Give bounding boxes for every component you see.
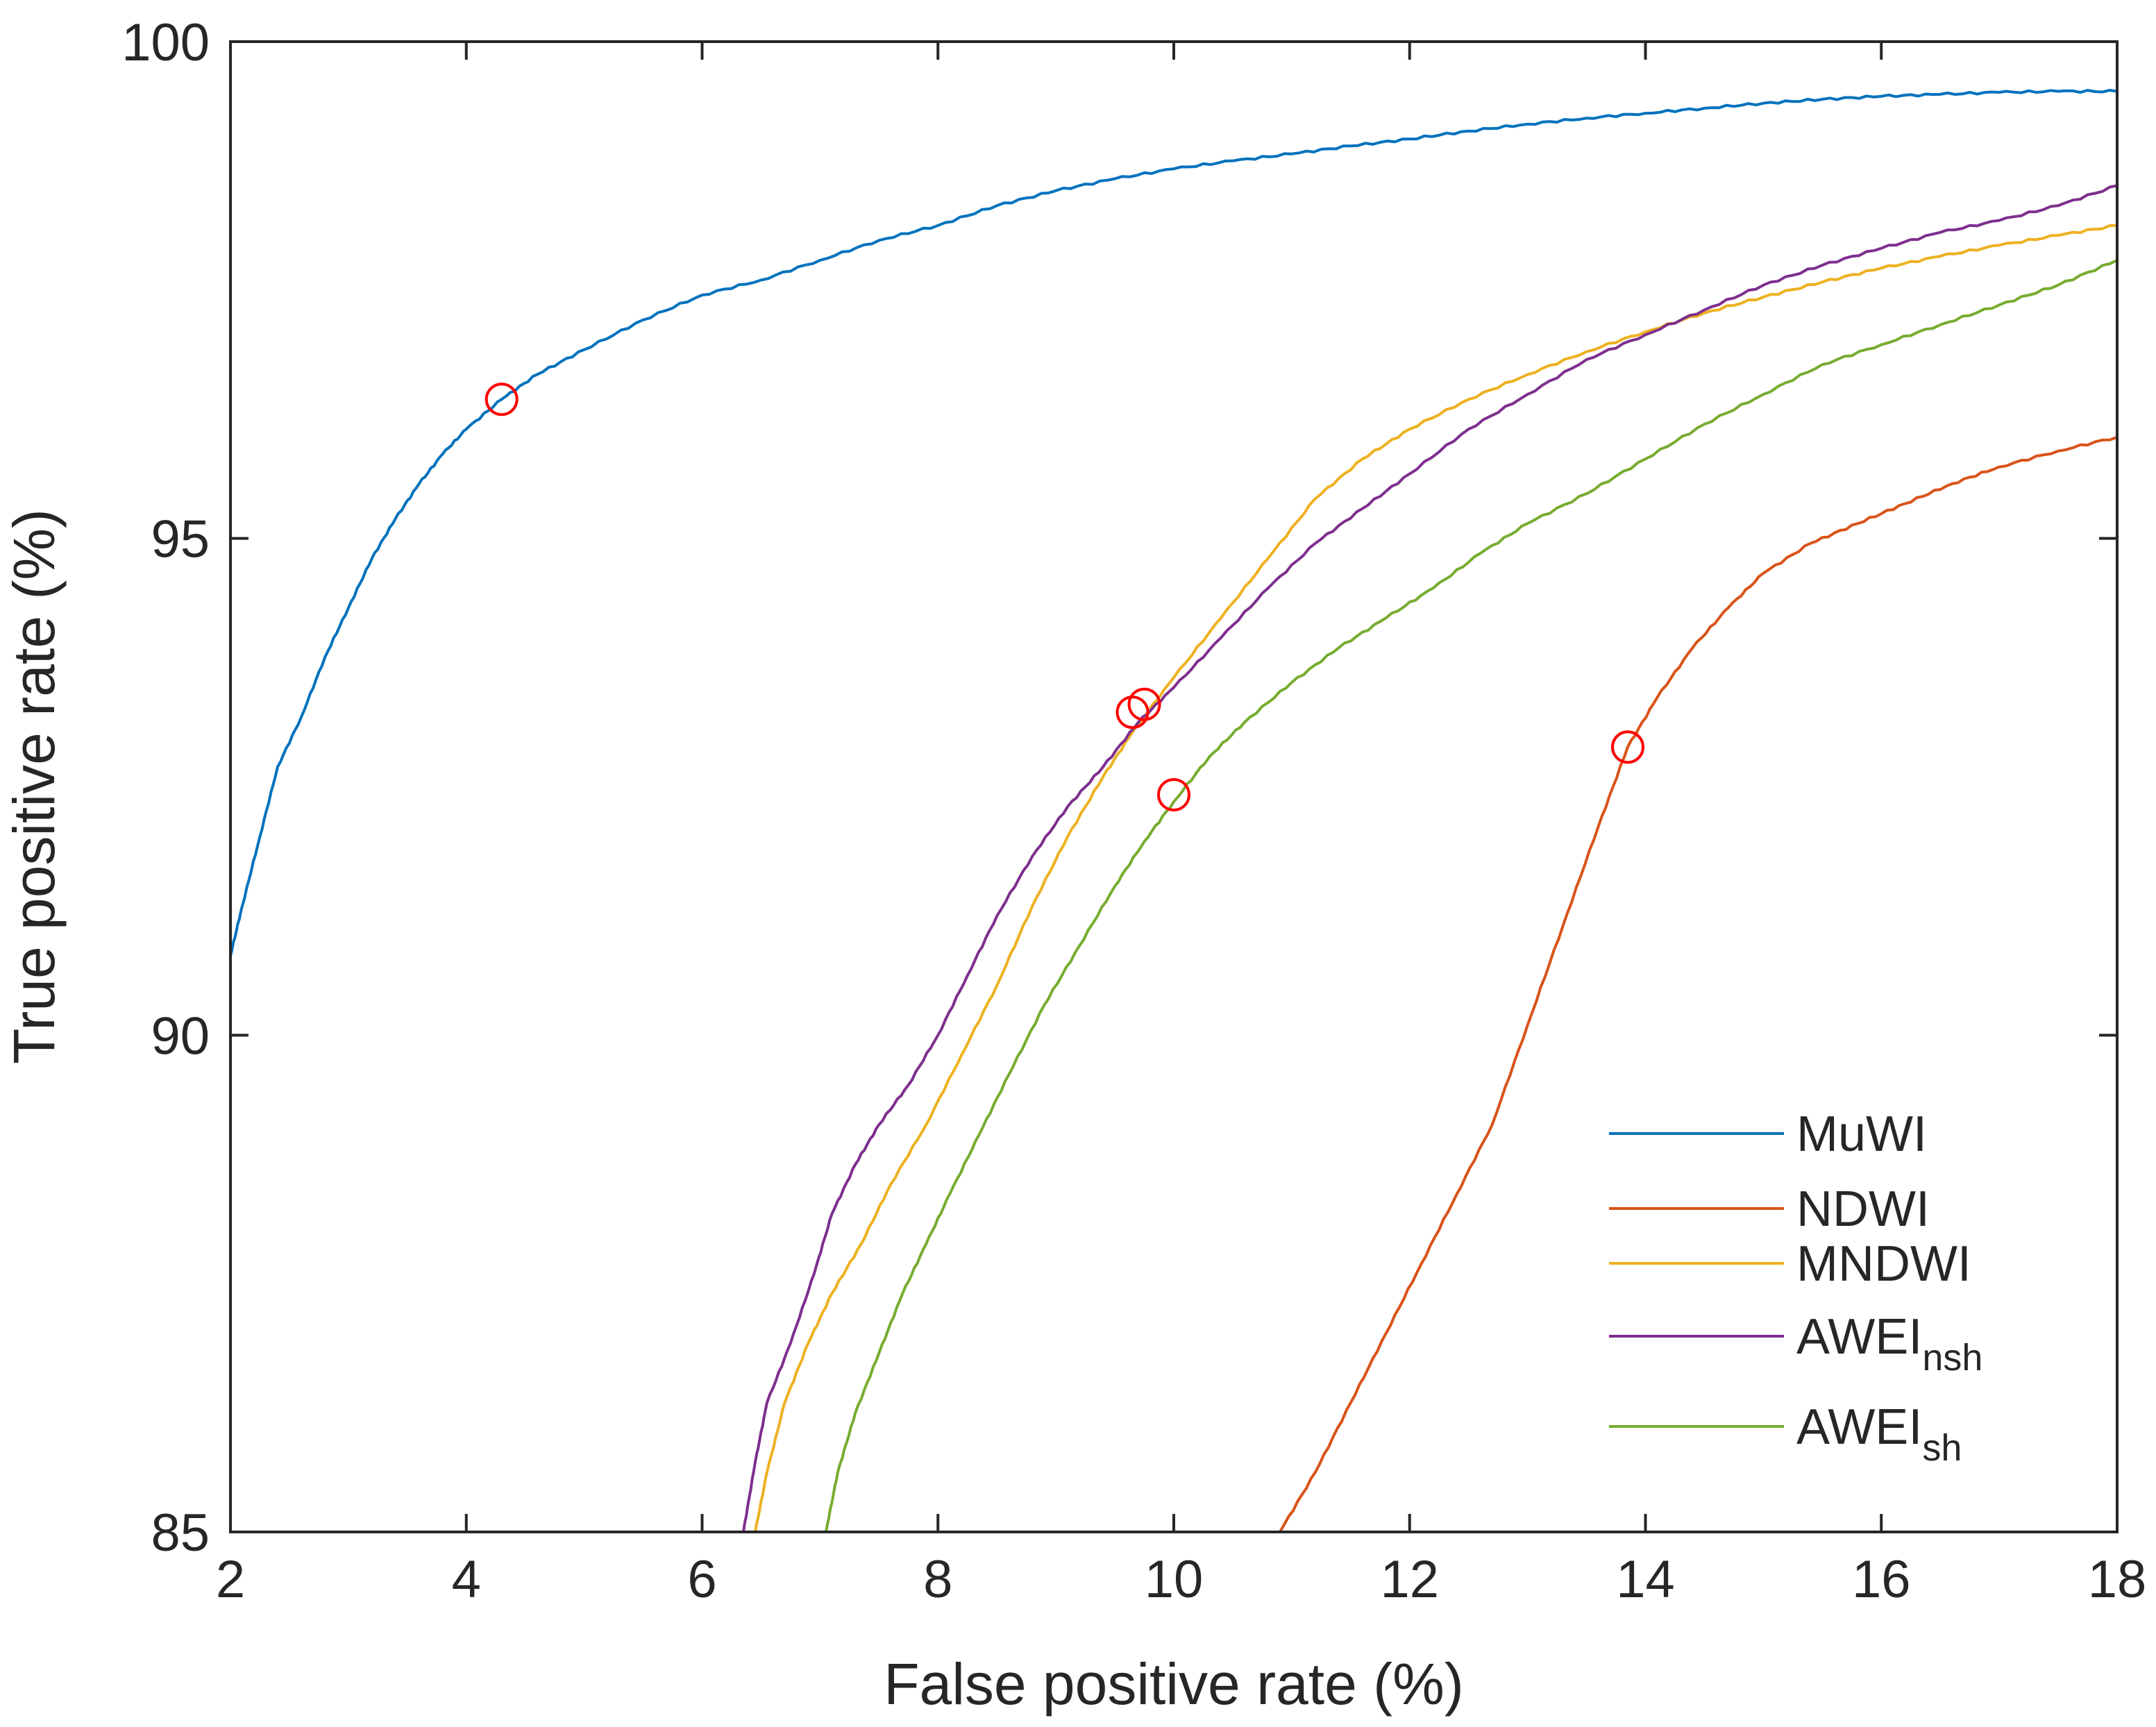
legend-label-muwi: MuWI — [1796, 1106, 1927, 1162]
operating-point-marker-aweish — [1157, 777, 1190, 811]
operating-point-marker-ndwi — [1611, 730, 1645, 764]
x-tick-label: 4 — [452, 1550, 481, 1609]
series-layer — [229, 89, 2118, 1533]
x-tick-label: 12 — [1380, 1550, 1439, 1609]
x-tick-label: 18 — [2088, 1550, 2147, 1609]
x-tick-label: 6 — [687, 1550, 716, 1609]
x-tick-label: 16 — [1852, 1550, 1911, 1609]
x-tick-label: 2 — [216, 1550, 245, 1609]
y-tick-label: 95 — [151, 510, 210, 569]
series-line-muwi — [229, 89, 2118, 957]
x-tick-label: 14 — [1616, 1550, 1675, 1609]
legend-subscript: sh — [1922, 1427, 1962, 1469]
marker-layer — [485, 382, 1645, 811]
legend-subscript: nsh — [1922, 1337, 1982, 1379]
tick-layer: 2 4 6 8 10 12 14 16 18 85 90 95 100 — [121, 13, 2146, 1609]
y-tick-label: 100 — [121, 13, 210, 72]
operating-point-marker-muwi — [485, 382, 519, 416]
x-axis-label: False positive rate (%) — [884, 1651, 1464, 1717]
legend-label-mndwi: MNDWI — [1796, 1236, 1971, 1292]
legend-label-ndwi: NDWI — [1796, 1181, 1930, 1237]
series-line-aweish — [824, 259, 2118, 1533]
operating-point-marker-mndwi — [1127, 687, 1161, 721]
series-line-aweinsh — [742, 184, 2118, 1533]
operating-point-marker-aweinsh — [1115, 696, 1149, 730]
series-line-mndwi — [753, 224, 2118, 1533]
y-tick-label: 85 — [151, 1503, 210, 1562]
series-line-ndwi — [1279, 435, 2118, 1533]
y-tick-label: 90 — [151, 1006, 210, 1065]
x-tick-label: 10 — [1145, 1550, 1204, 1609]
y-axis-label: True positive rate (%) — [1, 509, 67, 1064]
x-tick-label: 8 — [923, 1550, 952, 1609]
